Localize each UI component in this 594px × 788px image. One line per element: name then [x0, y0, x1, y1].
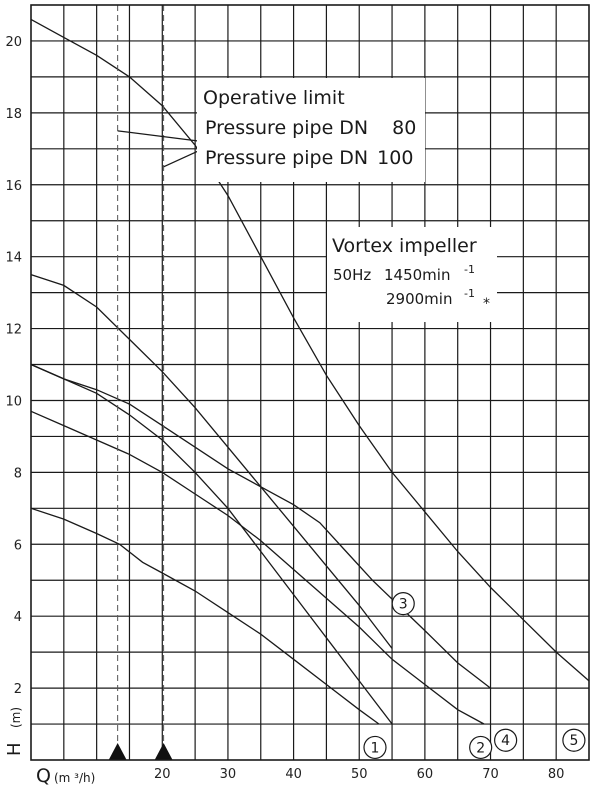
x-axis-symbol: Q	[36, 765, 51, 787]
curve-marker-label-1: 1	[371, 740, 380, 756]
curve-marker-3	[391, 592, 415, 616]
speed-1450-label: 1450min	[384, 266, 450, 284]
curve-2	[30, 410, 485, 725]
speed-2900-label: 2900min	[386, 290, 452, 308]
leader-line-dn100	[163, 148, 204, 168]
curve-3	[30, 363, 393, 725]
y-tick-label: 16	[5, 179, 22, 194]
y-tick-label: 4	[14, 610, 22, 625]
y-tick-label: 14	[5, 251, 22, 266]
curve-5	[30, 18, 590, 682]
operative-limit-triangle-dn100	[154, 743, 173, 760]
pressure-pipe-dn80-label: Pressure pipe DN 80	[205, 117, 416, 139]
curve-1	[30, 507, 380, 725]
y-tick-label: 12	[5, 323, 22, 338]
curve-marker-label-2: 2	[476, 740, 485, 756]
y-tick-label: 10	[5, 394, 22, 409]
y-tick-label: 20	[5, 35, 22, 50]
leader-line-dn80	[117, 130, 204, 143]
frequency-label: 50Hz	[333, 266, 371, 284]
y-tick-label: 6	[14, 538, 22, 553]
speed-2900-exponent: -1	[464, 287, 475, 300]
speed-2900-mark: *	[483, 296, 490, 312]
y-axis-unit: (m)	[9, 707, 23, 728]
x-axis-title: Q (m ³/h)	[36, 765, 95, 787]
operative-limit-box: Operative limit Pressure pipe DN 80 Press…	[197, 78, 425, 182]
speed-1450-exponent: -1	[464, 263, 475, 276]
curve-number-markers: 1 2 3 4 5	[363, 592, 586, 760]
curve-marker-4	[494, 728, 518, 752]
curve-marker-label-5: 5	[569, 733, 578, 749]
curve-marker-2	[469, 735, 493, 760]
plot-frame	[30, 4, 590, 761]
curve-marker-label-4: 4	[501, 733, 510, 749]
y-tick-label: 2	[14, 682, 22, 697]
plot-border	[30, 4, 590, 761]
pressure-pipe-dn100-label: Pressure pipe DN 100	[205, 147, 413, 169]
curve-marker-1	[363, 735, 387, 760]
curve-marker-label-3: 3	[399, 597, 408, 613]
curve-marker-5	[562, 728, 586, 752]
pump-curves	[30, 18, 590, 725]
impeller-info-box: Vortex impeller 50Hz 1450min -1 2900min …	[327, 227, 497, 322]
x-tick-label: 40	[285, 767, 302, 782]
x-tick-label: 20	[154, 767, 171, 782]
x-tick-label: 50	[351, 767, 368, 782]
x-tick-label: 60	[417, 767, 434, 782]
x-axis-unit: (m ³/h)	[54, 771, 95, 785]
operative-limit-triangle-dn80	[108, 743, 127, 760]
operative-limit-title: Operative limit	[203, 87, 345, 109]
y-tick-label: 8	[14, 466, 22, 481]
x-tick-label: 70	[482, 767, 499, 782]
y-axis-title: H (m)	[4, 707, 25, 756]
curve-4	[30, 363, 491, 689]
operative-limit-lines	[108, 5, 204, 760]
x-tick-label: 80	[548, 767, 565, 782]
y-axis-symbol: H	[4, 742, 25, 756]
curve-6	[30, 273, 393, 649]
impeller-title: Vortex impeller	[332, 235, 477, 257]
x-tick-label: 30	[220, 767, 237, 782]
y-tick-label: 18	[5, 107, 22, 122]
